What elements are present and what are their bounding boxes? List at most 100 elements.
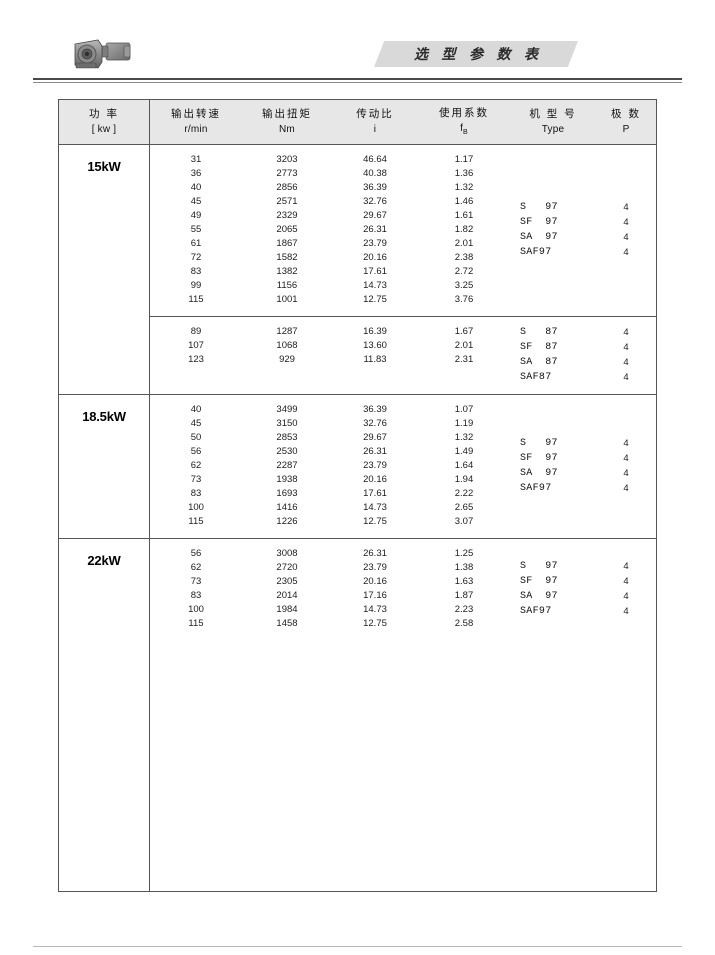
type-value: S 97 [520,438,558,449]
type-value: SF 87 [520,342,558,353]
power-rating-label: 18.5kW [82,409,126,424]
table-empty-area [59,640,656,891]
table-empty-power-column [59,640,150,891]
speed-value: 40 [190,404,202,415]
column-ratio-values: 16.39 13.60 11.83 [332,325,418,385]
spec-block: 40 45 50 56 62 73 83 100 115 3499 3150 2853 2530 2287… [150,395,656,538]
type-value: SF 97 [520,576,558,587]
poles-value: 4 [623,483,629,494]
gearbox-photo [68,33,134,75]
column-type-values: S 97 SF 97 SA 97 SAF97 [510,547,596,631]
column-poles-values: 4 4 4 4 [596,547,656,631]
type-value: SA 97 [520,468,558,479]
speed-value: 72 [190,252,202,263]
ratio-value: 14.73 [363,604,387,615]
speed-value: 123 [188,354,204,365]
factor-value: 1.25 [454,548,474,559]
ratio-value: 26.31 [363,224,387,235]
factor-value: 1.19 [454,418,474,429]
factor-value: 1.63 [454,576,474,587]
poles-value: 4 [623,591,629,602]
ratio-value: 17.16 [363,590,387,601]
factor-value: 1.61 [454,210,474,221]
speed-value: 61 [190,238,202,249]
speed-value: 89 [190,326,202,337]
power-group: 15kW 31 36 40 45 49 55 61 72 83 99 115 3203 2773 2856 2… [59,145,656,395]
factor-value: 2.22 [454,488,474,499]
factor-value: 1.17 [454,154,474,165]
ratio-value: 36.39 [363,404,387,415]
column-header-output-speed: 输出转速 r/min [171,108,221,136]
torque-value: 2856 [276,182,298,193]
selection-parameter-table: 功 率 [ kw ] 输出转速 r/min 输出扭矩 Nm 传动比 i 使用系数… [58,99,657,892]
table-empty-data-area [150,640,656,891]
footer-divider [33,946,682,947]
torque-value: 2305 [276,576,298,587]
poles-value: 4 [623,202,629,213]
factor-value: 1.64 [454,460,474,471]
poles-value: 4 [623,217,629,228]
speed-value: 83 [190,266,202,277]
column-header-power: 功 率 [ kw ] [59,100,150,144]
power-rating-cell: 18.5kW [59,395,150,538]
speed-value: 45 [190,418,202,429]
ratio-value: 12.75 [363,618,387,629]
torque-value: 2853 [276,432,298,443]
torque-value: 1287 [276,326,298,337]
torque-value: 2720 [276,562,298,573]
ratio-value: 32.76 [363,418,387,429]
torque-value: 1416 [276,502,298,513]
speed-value: 36 [190,168,202,179]
speed-value: 62 [190,460,202,471]
ratio-value: 17.61 [363,266,387,277]
factor-value: 3.76 [454,294,474,305]
column-torque-values: 3499 3150 2853 2530 2287 1938 1693 1416 1226 [242,403,332,529]
ratio-value: 20.16 [363,252,387,263]
torque-value: 2287 [276,460,298,471]
power-rating-cell: 15kW [59,145,150,394]
ratio-value: 20.16 [363,474,387,485]
type-value: SAF97 [520,247,552,258]
type-value: SF 97 [520,217,558,228]
column-factor-values: 1.17 1.36 1.32 1.46 1.61 1.82 2.01 2.38 2.72 3.25… [418,153,510,307]
factor-value: 1.07 [454,404,474,415]
header-divider-thin [33,82,682,83]
ratio-value: 23.79 [363,238,387,249]
power-group: 18.5kW 40 45 50 56 62 73 83 100 115 3499 3150 2853 25… [59,395,656,539]
type-value: SA 87 [520,357,558,368]
speed-value: 49 [190,210,202,221]
factor-value: 2.31 [454,354,474,365]
factor-value: 3.07 [454,516,474,527]
poles-value: 4 [623,561,629,572]
factor-value: 2.65 [454,502,474,513]
speed-value: 56 [190,446,202,457]
ratio-value: 16.39 [363,326,387,337]
power-rating-label: 22kW [87,553,121,568]
factor-value: 1.67 [454,326,474,337]
poles-value: 4 [623,342,629,353]
column-speed-values: 31 36 40 45 49 55 61 72 83 99 115 [150,153,242,307]
column-speed-values: 89 107 123 [150,325,242,385]
type-value: SAF97 [520,606,552,617]
ratio-value: 26.31 [363,548,387,559]
torque-value: 2014 [276,590,298,601]
factor-value: 1.87 [454,590,474,601]
speed-value: 100 [188,604,204,615]
ratio-value: 29.67 [363,432,387,443]
column-header-type: 机 型 号 Type [529,108,577,136]
power-group-blocks: 56 62 73 83 100 115 3008 2720 2305 2014 1984 1458 26… [150,539,656,640]
ratio-value: 11.83 [363,354,387,365]
column-type-values: S 87 SF 87 SA 87 SAF87 [510,325,596,385]
column-factor-values: 1.07 1.19 1.32 1.49 1.64 1.94 2.22 2.65 3.07 [418,403,510,529]
ratio-value: 23.79 [363,460,387,471]
speed-value: 99 [190,280,202,291]
page-title: 选 型 参 数 表 [414,48,543,63]
speed-value: 31 [190,154,202,165]
speed-value: 115 [188,516,204,527]
torque-value: 1156 [276,280,298,291]
poles-value: 4 [623,438,629,449]
speed-value: 83 [190,488,202,499]
speed-value: 55 [190,224,202,235]
factor-value: 1.49 [454,446,474,457]
torque-value: 2530 [276,446,298,457]
